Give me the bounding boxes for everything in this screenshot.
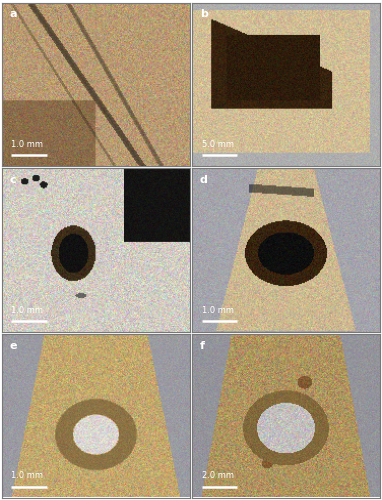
Text: b: b bbox=[200, 9, 208, 19]
Text: e: e bbox=[10, 340, 17, 350]
Text: d: d bbox=[200, 175, 208, 185]
Text: f: f bbox=[200, 340, 205, 350]
Text: 1.0 mm: 1.0 mm bbox=[11, 140, 43, 148]
Text: 1.0 mm: 1.0 mm bbox=[202, 306, 234, 314]
Text: 1.0 mm: 1.0 mm bbox=[11, 472, 43, 480]
Text: 2.0 mm: 2.0 mm bbox=[202, 472, 234, 480]
Text: a: a bbox=[10, 9, 17, 19]
Text: 5.0 mm: 5.0 mm bbox=[202, 140, 234, 148]
Text: c: c bbox=[10, 175, 16, 185]
Text: 1.0 mm: 1.0 mm bbox=[11, 306, 43, 314]
